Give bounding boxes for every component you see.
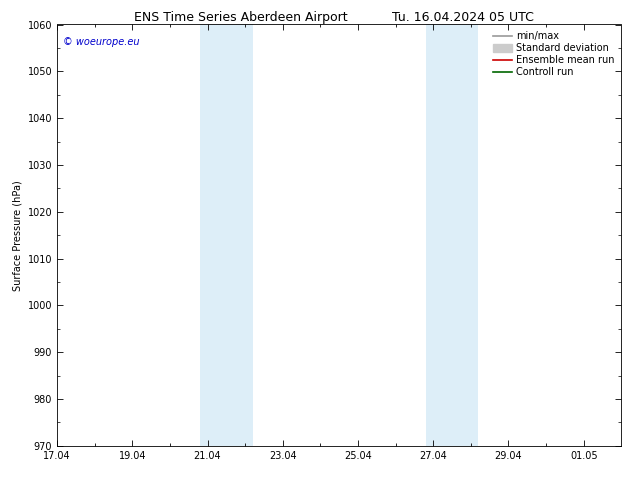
Bar: [425, 24, 452, 446]
Text: © woeurope.eu: © woeurope.eu: [63, 37, 139, 47]
Text: ENS Time Series Aberdeen Airport: ENS Time Series Aberdeen Airport: [134, 11, 347, 24]
Y-axis label: Surface Pressure (hPa): Surface Pressure (hPa): [12, 180, 22, 291]
Bar: [452, 24, 479, 446]
Bar: [200, 24, 226, 446]
Bar: [226, 24, 253, 446]
Legend: min/max, Standard deviation, Ensemble mean run, Controll run: min/max, Standard deviation, Ensemble me…: [491, 29, 616, 79]
Text: Tu. 16.04.2024 05 UTC: Tu. 16.04.2024 05 UTC: [392, 11, 534, 24]
